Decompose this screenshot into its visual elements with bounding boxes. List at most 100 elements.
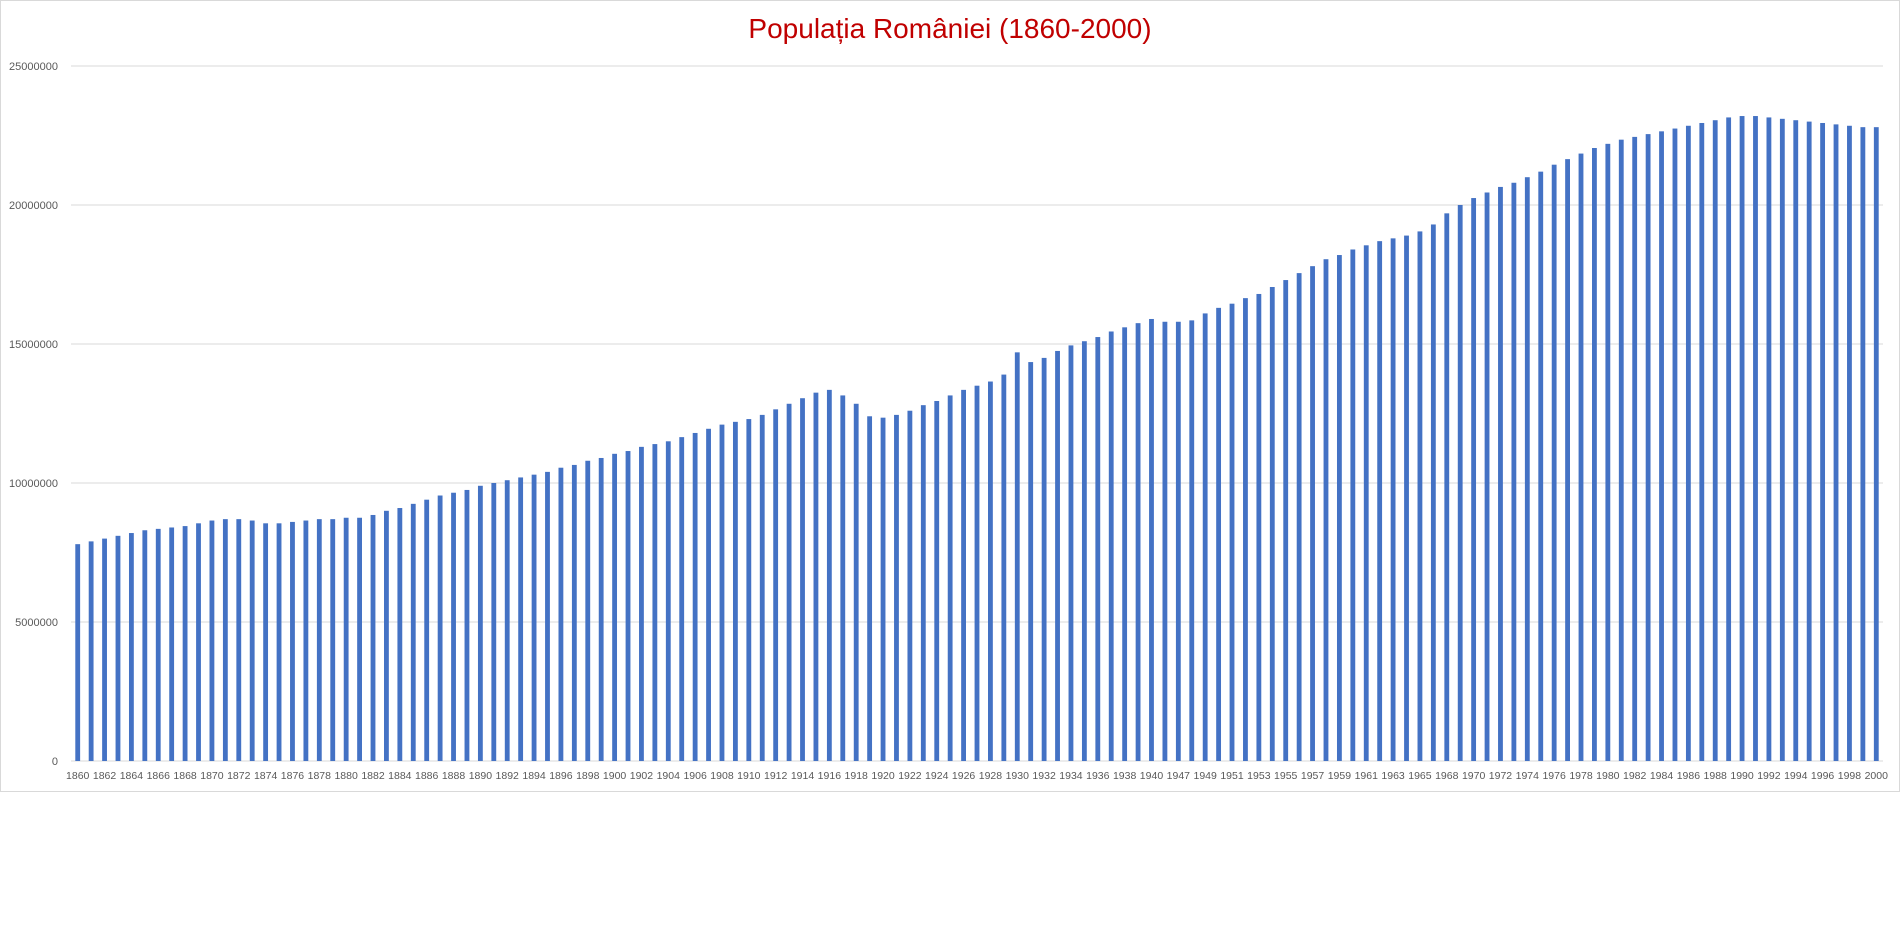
bar-1920 <box>880 417 886 761</box>
bar-1877 <box>303 520 309 761</box>
x-tick-label: 1868 <box>173 770 197 782</box>
bars <box>75 116 1879 762</box>
bar-1872 <box>236 519 242 761</box>
bar-1925 <box>947 395 953 761</box>
y-tick-label: 5000000 <box>15 617 58 629</box>
x-tick-label: 1888 <box>442 770 466 782</box>
x-tick-label: 2000 <box>1865 770 1889 782</box>
x-tick-label: 1928 <box>979 770 1003 782</box>
bar-1919 <box>867 416 873 761</box>
x-tick-label: 1914 <box>791 770 815 782</box>
x-tick-label: 1968 <box>1435 770 1459 782</box>
x-tick-label: 1947 <box>1167 770 1191 782</box>
bar-1926 <box>961 389 966 761</box>
bar-1956 <box>1296 273 1302 761</box>
bar-1969 <box>1457 205 1463 761</box>
bar-1865 <box>142 530 148 761</box>
x-tick-label: 1961 <box>1355 770 1379 782</box>
bar-1887 <box>437 495 443 761</box>
bar-1978 <box>1578 153 1584 761</box>
bar-1870 <box>209 520 215 761</box>
bar-1903 <box>652 444 658 761</box>
bar-1975 <box>1538 171 1544 761</box>
bar-1934 <box>1068 345 1074 761</box>
bar-1901 <box>625 451 631 761</box>
bar-1932 <box>1041 357 1047 761</box>
bar-1861 <box>88 541 94 761</box>
x-tick-label: 1936 <box>1086 770 1110 782</box>
bar-1927 <box>974 385 980 761</box>
x-tick-label: 1924 <box>925 770 949 782</box>
bar-1984 <box>1659 131 1664 761</box>
x-tick-label: 1963 <box>1381 770 1405 782</box>
x-tick-label: 1876 <box>281 770 305 782</box>
x-tick-label: 1934 <box>1059 770 1083 782</box>
bar-1911 <box>759 414 765 761</box>
x-tick-label: 1870 <box>200 770 224 782</box>
bar-1971 <box>1484 192 1490 762</box>
bar-1873 <box>249 520 255 761</box>
x-tick-label: 1994 <box>1784 770 1808 782</box>
bar-1913 <box>786 403 792 761</box>
bar-1960 <box>1350 249 1356 762</box>
bar-1863 <box>115 535 121 761</box>
bar-1993 <box>1779 118 1785 761</box>
x-tick-label: 1951 <box>1220 770 1244 782</box>
x-tick-label: 1878 <box>308 770 332 782</box>
bar-1897 <box>571 464 577 761</box>
bar-1900 <box>612 453 618 761</box>
bar-2000 <box>1873 127 1879 761</box>
bar-1952 <box>1243 298 1248 761</box>
bar-1992 <box>1766 117 1772 762</box>
x-tick-label: 1998 <box>1838 770 1862 782</box>
bar-1982 <box>1632 136 1638 761</box>
x-tick-label: 1892 <box>496 770 520 782</box>
bar-1921 <box>894 414 899 761</box>
bar-1898 <box>585 460 591 761</box>
x-tick-label: 1890 <box>469 770 493 782</box>
x-tick-label: 1955 <box>1274 770 1298 782</box>
bar-1923 <box>920 405 926 761</box>
bar-1979 <box>1592 148 1597 761</box>
bar-1974 <box>1524 177 1530 761</box>
bar-1953 <box>1256 293 1262 761</box>
y-tick-label: 10000000 <box>9 478 58 490</box>
x-tick-label: 1926 <box>952 770 976 782</box>
bar-1947 <box>1175 321 1181 761</box>
x-tick-label: 1976 <box>1542 770 1566 782</box>
bar-1878 <box>316 519 322 761</box>
bar-1998 <box>1847 125 1852 761</box>
bar-1886 <box>424 499 430 761</box>
x-tick-label: 1874 <box>254 770 278 782</box>
x-tick-label: 1982 <box>1623 770 1647 782</box>
x-tick-label: 1938 <box>1113 770 1137 782</box>
bar-1905 <box>679 437 685 761</box>
x-axis-tick-labels: 1860 1862 1864 1866 1868 1870 1872 1874 1876 1878… <box>66 770 1888 782</box>
y-tick-label: 25000000 <box>9 61 58 73</box>
bar-1888 <box>451 492 456 761</box>
bar-1917 <box>840 395 846 761</box>
x-tick-label: 1904 <box>657 770 681 782</box>
bar-1914 <box>800 398 805 761</box>
bar-1909 <box>732 421 738 761</box>
bar-1990 <box>1739 116 1745 762</box>
x-tick-label: 1882 <box>361 770 385 782</box>
bar-1889 <box>464 489 470 761</box>
bar-1879 <box>330 519 336 761</box>
x-tick-label: 1884 <box>388 770 412 782</box>
bar-1970 <box>1471 198 1477 762</box>
x-tick-label: 1860 <box>66 770 90 782</box>
x-tick-label: 1974 <box>1516 770 1540 782</box>
bar-1907 <box>706 428 711 761</box>
bar-1867 <box>169 527 175 761</box>
x-tick-label: 1906 <box>683 770 707 782</box>
bar-1895 <box>545 471 550 761</box>
bar-1933 <box>1055 350 1060 761</box>
y-tick-label: 20000000 <box>9 200 58 212</box>
x-tick-label: 1918 <box>845 770 869 782</box>
bar-1976 <box>1551 164 1557 761</box>
bar-1962 <box>1377 241 1383 761</box>
bar-1964 <box>1404 235 1409 761</box>
bar-1980 <box>1605 143 1611 762</box>
bar-1876 <box>290 521 295 761</box>
